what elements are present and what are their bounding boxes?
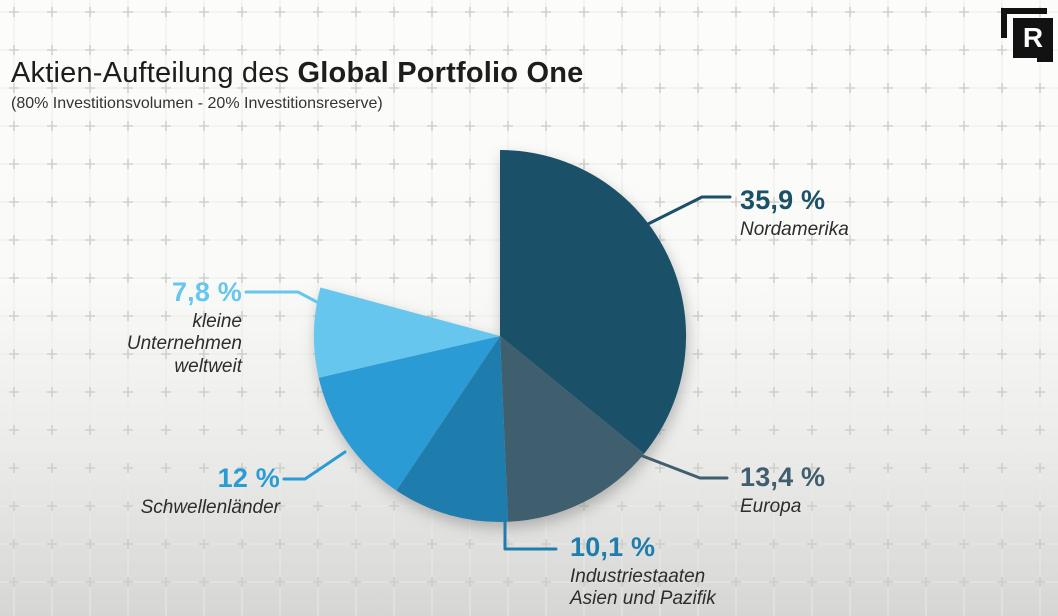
logo-letter: R: [1022, 22, 1044, 53]
page-subtitle: (80% Investitionsvolumen - 20% Investiti…: [11, 94, 383, 112]
pie-slice-2: [396, 336, 509, 522]
label-nordamerika: 35,9 % Nordamerika: [740, 185, 849, 241]
leader-line-nordamerika: [646, 195, 732, 226]
name-industriestaaten: Industriestaaten Asien und Pazifik: [570, 566, 716, 610]
brand-logo: R: [1001, 8, 1053, 62]
label-kleine-unternehmen: 7,8 % kleine Unternehmen weltweit: [127, 277, 242, 378]
name-schwellenlaender: Schwellenländer: [140, 497, 280, 518]
pie-slice-3: [318, 336, 500, 491]
leader-line-kleine-unternehmen: [244, 290, 334, 312]
header: Aktien-Aufteilung des Global Portfolio O…: [11, 57, 584, 113]
logo-corner-bottom-right: [1037, 58, 1053, 62]
pie-slices: [313, 149, 687, 522]
page-title-bold: Global Portfolio One: [297, 57, 584, 89]
pie-slice-0: [500, 149, 687, 454]
label-europa: 13,4 % Europa: [740, 462, 825, 518]
pct-schwellenlaender: 12 %: [217, 463, 280, 493]
page-title-regular: Aktien-Aufteilung des: [11, 57, 298, 89]
pct-kleine-unternehmen: 7,8 %: [171, 277, 242, 307]
leader-line-europa: [638, 453, 729, 480]
pct-industriestaaten: 10,1 %: [570, 532, 656, 562]
leader-line-industriestaaten: [503, 496, 558, 551]
logo-letter-box: R: [1013, 18, 1053, 58]
name-kleine-unternehmen: kleine Unternehmen weltweit: [126, 311, 242, 377]
label-industriestaaten: 10,1 % Industriestaaten Asien und Pazifi…: [570, 532, 716, 611]
pie-slice-4: [313, 287, 500, 378]
label-schwellenlaender: 12 % Schwellenländer: [141, 463, 280, 519]
page-title: Aktien-Aufteilung des Global Portfolio O…: [11, 57, 584, 90]
name-nordamerika: Nordamerika: [740, 219, 849, 240]
name-europa: Europa: [740, 496, 802, 517]
pct-europa: 13,4 %: [740, 462, 826, 492]
pie-slice-1: [500, 336, 645, 522]
pct-nordamerika: 35,9 %: [740, 185, 826, 215]
leader-line-schwellenlaender: [282, 450, 347, 481]
logo-corner-left: [1001, 8, 1007, 38]
logo-corner-top: [1001, 8, 1047, 14]
